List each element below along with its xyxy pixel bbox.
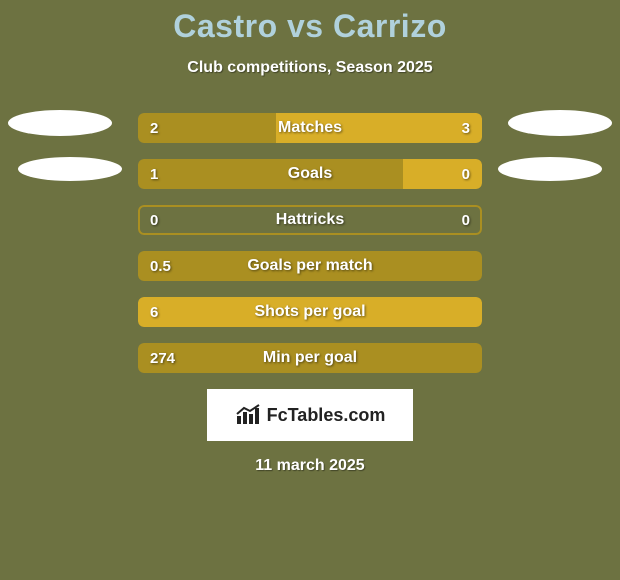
date-text: 11 march 2025 bbox=[0, 457, 620, 475]
brand-text: FcTables.com bbox=[267, 405, 386, 426]
stat-row: 6Shots per goal bbox=[138, 297, 482, 327]
stat-row: 0.5Goals per match bbox=[138, 251, 482, 281]
club-logo-right-1 bbox=[508, 110, 612, 136]
brand-badge: FcTables.com bbox=[207, 389, 413, 441]
page-title: Castro vs Carrizo bbox=[0, 0, 620, 45]
club-logo-left-2 bbox=[18, 157, 122, 181]
stat-row: 00Hattricks bbox=[138, 205, 482, 235]
stat-label: Min per goal bbox=[138, 343, 482, 373]
stat-label: Shots per goal bbox=[138, 297, 482, 327]
brand-chart-icon bbox=[235, 404, 263, 426]
stat-label: Hattricks bbox=[138, 205, 482, 235]
club-logo-left-1 bbox=[8, 110, 112, 136]
stat-label: Matches bbox=[138, 113, 482, 143]
stat-row: 10Goals bbox=[138, 159, 482, 189]
stat-label: Goals per match bbox=[138, 251, 482, 281]
comparison-chart: 23Matches 10Goals 00Hattricks 0.5Goals per … bbox=[0, 113, 620, 373]
stat-label: Goals bbox=[138, 159, 482, 189]
stat-row: 23Matches bbox=[138, 113, 482, 143]
club-logo-right-2 bbox=[498, 157, 602, 181]
stat-row: 274Min per goal bbox=[138, 343, 482, 373]
bars-container: 23Matches 10Goals 00Hattricks 0.5Goals per … bbox=[138, 113, 482, 373]
subtitle: Club competitions, Season 2025 bbox=[0, 59, 620, 77]
